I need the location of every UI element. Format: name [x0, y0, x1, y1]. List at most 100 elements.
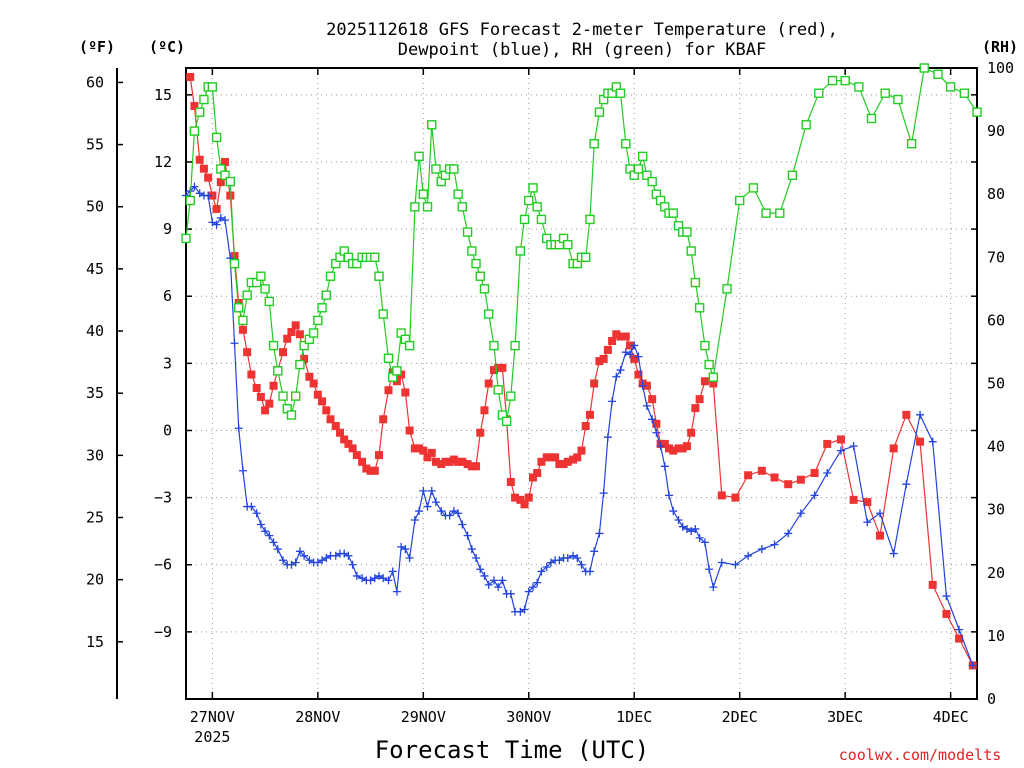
rh-point: [945, 82, 956, 92]
temperature-point: [520, 500, 529, 509]
dewpoint-point: [458, 520, 467, 529]
temperature-point: [427, 448, 436, 457]
rh-point: [801, 120, 811, 130]
dewpoint-point: [494, 583, 503, 592]
dewpoint-point: [305, 556, 314, 565]
temperature-point: [928, 580, 937, 589]
temperature-point: [472, 462, 481, 471]
dewpoint-point: [208, 218, 217, 227]
dewpoint-point: [340, 549, 349, 558]
rh-point: [906, 139, 917, 149]
dewpoint-point: [410, 515, 419, 524]
dewpoint-point: [642, 401, 651, 410]
dewpoint-point: [476, 565, 485, 574]
dewpoint-point: [889, 549, 898, 558]
temperature-point: [423, 453, 432, 462]
temperature-point: [362, 464, 371, 473]
dewpoint-point: [616, 366, 625, 375]
temperature-point: [608, 336, 617, 345]
rh-point: [972, 107, 982, 117]
series-dewpoint: [182, 182, 977, 670]
rh-point: [260, 284, 270, 294]
temperature-point: [431, 457, 440, 466]
temperature-point: [642, 381, 651, 390]
fahrenheit-tick-label: 15: [86, 633, 104, 651]
dewpoint-point: [300, 551, 309, 560]
dewpoint-point: [757, 545, 766, 554]
dewpoint-point: [784, 529, 793, 538]
dewpoint-point: [665, 491, 674, 500]
rh-point: [181, 233, 191, 244]
rh-point: [532, 202, 542, 212]
temperature-point: [603, 345, 612, 354]
rh-point: [589, 139, 599, 149]
chart-title-line1: 2025112618 GFS Forecast 2-meter Temperat…: [326, 20, 838, 40]
dewpoint-point: [384, 576, 393, 585]
rh-tick-label: 20: [987, 564, 1005, 582]
dewpoint-point: [352, 571, 361, 580]
rh-point: [506, 391, 516, 401]
dewpoint-point: [230, 339, 239, 348]
dewpoint-point: [695, 533, 704, 542]
celsius-tick-label: 6: [163, 287, 172, 305]
temperature-point: [261, 406, 270, 415]
temperature-point: [212, 204, 221, 213]
rh-point: [748, 183, 759, 193]
dewpoint-point: [358, 574, 367, 583]
dewpoint-point: [388, 567, 397, 576]
dewpoint-point: [472, 554, 481, 563]
temperature-point: [836, 435, 845, 444]
temperature-point: [247, 370, 256, 379]
credit-link[interactable]: coolwx.com/modelts: [839, 746, 1002, 764]
temperature-point: [546, 453, 555, 462]
temperature-point: [889, 444, 898, 453]
dewpoint-point: [770, 540, 779, 549]
dewpoint-point: [630, 341, 639, 350]
temperature-point: [581, 422, 590, 431]
dewpoint-point: [612, 372, 621, 381]
rh-point: [264, 296, 275, 307]
dewpoint-point: [480, 571, 489, 580]
x-tick-label: 4DEC: [933, 708, 969, 726]
temperature-point: [784, 480, 793, 489]
rh-point: [404, 340, 415, 351]
temperature-point: [599, 354, 608, 363]
temperature-point: [309, 379, 318, 388]
dewpoint-point: [660, 462, 669, 471]
rh-point: [370, 252, 380, 263]
fahrenheit-tick-label: 25: [86, 509, 104, 527]
dewpoint-point: [599, 489, 608, 498]
temperature-point: [533, 469, 542, 478]
rh-point: [880, 88, 890, 98]
dewpoint-point: [648, 415, 657, 424]
rh-point: [321, 290, 331, 300]
temperature-point: [678, 444, 687, 453]
rh-point: [418, 189, 428, 199]
rh-tick-label: 10: [987, 627, 1005, 645]
temperature-point: [216, 178, 225, 187]
temperature-point: [348, 444, 357, 453]
dewpoint-point: [419, 486, 428, 495]
temperature-point: [810, 469, 819, 478]
rh-tick-label: 50: [987, 375, 1005, 393]
rh-point: [479, 284, 490, 294]
dewpoint-point: [687, 527, 696, 536]
fahrenheit-tick-label: 40: [86, 322, 104, 340]
temperature-point: [204, 173, 213, 182]
dewpoint-point: [542, 562, 551, 571]
dewpoint-point: [252, 509, 261, 518]
dewpoint-point: [524, 587, 533, 596]
temperature-point: [322, 406, 331, 415]
temperature-point: [441, 457, 450, 466]
axes: 15129630−3−6−960555045403530252015100908…: [86, 59, 1014, 746]
rh-point: [483, 309, 494, 319]
dewpoint-point: [590, 547, 599, 556]
temperature-point: [863, 498, 872, 507]
dewpoint-point: [577, 560, 586, 569]
rh-point: [814, 88, 824, 98]
dewpoint-point: [678, 522, 687, 531]
dewpoint-point: [595, 529, 604, 538]
rh-tick-label: 100: [987, 59, 1014, 77]
x-tick-label: 3DEC: [827, 708, 863, 726]
temperature-point: [295, 330, 304, 339]
